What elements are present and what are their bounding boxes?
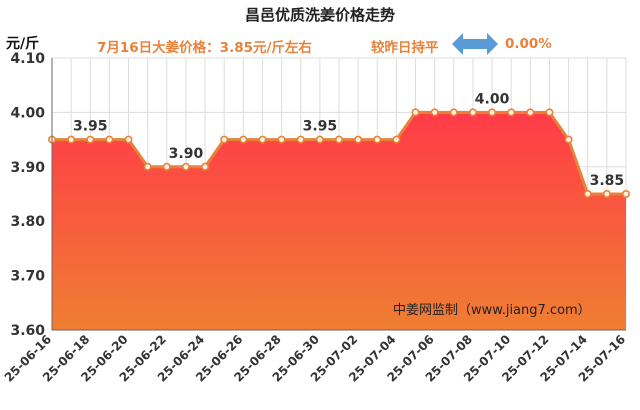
data-point: [373, 135, 382, 144]
data-point: [392, 135, 401, 144]
data-point: [181, 162, 190, 171]
y-tick-label: 4.00: [10, 105, 45, 121]
data-label: 3.95: [303, 119, 338, 135]
data-point: [621, 190, 630, 199]
price-note: 7月16日大姜价格：3.85元/斤左右: [97, 40, 312, 56]
data-point: [124, 135, 133, 144]
y-tick-label: 4.10: [10, 51, 45, 67]
y-tick-label: 3.80: [10, 214, 45, 230]
y-axis-unit: 元/斤: [6, 36, 40, 52]
data-point: [507, 108, 516, 117]
double-arrow-icon: [452, 33, 498, 55]
compare-label: 较昨日持平: [371, 40, 439, 56]
data-point: [277, 135, 286, 144]
data-point: [334, 135, 343, 144]
data-point: [468, 108, 477, 117]
data-point: [564, 135, 573, 144]
data-point: [201, 162, 210, 171]
data-point: [545, 108, 554, 117]
data-point: [602, 190, 611, 199]
price-area: [52, 112, 626, 331]
data-point: [258, 135, 267, 144]
change-percent: 0.00%: [505, 36, 552, 52]
y-tick-label: 3.70: [10, 269, 45, 285]
data-point: [105, 135, 114, 144]
data-label: 3.95: [73, 119, 108, 135]
data-point: [239, 135, 248, 144]
watermark: 中姜网监制（www.jiang7.com）: [393, 303, 591, 318]
data-point: [430, 108, 439, 117]
data-point: [220, 135, 229, 144]
data-point: [526, 108, 535, 117]
data-label: 3.85: [590, 173, 625, 189]
chart-title: 昌邑优质洗姜价格走势: [244, 6, 395, 24]
y-tick-label: 3.90: [10, 160, 45, 176]
data-point: [315, 135, 324, 144]
data-point: [449, 108, 458, 117]
data-point: [296, 135, 305, 144]
data-point: [162, 162, 171, 171]
data-point: [67, 135, 76, 144]
data-label: 3.90: [169, 146, 204, 162]
data-point: [354, 135, 363, 144]
data-point: [583, 190, 592, 199]
data-point: [86, 135, 95, 144]
data-label: 4.00: [475, 91, 510, 107]
data-point: [488, 108, 497, 117]
y-tick-label: 3.60: [10, 323, 45, 339]
data-point: [411, 108, 420, 117]
data-point: [143, 162, 152, 171]
